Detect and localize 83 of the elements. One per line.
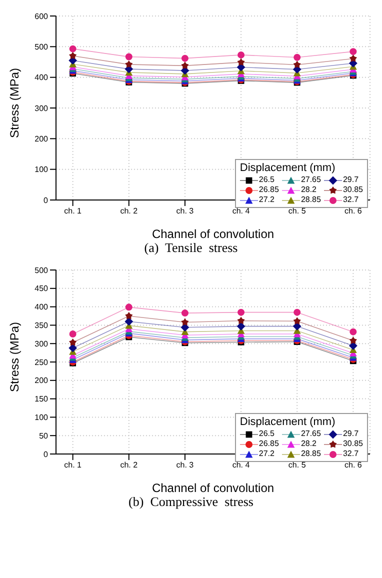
y-tick-label: 150	[34, 394, 49, 404]
legend-label: 32.7	[342, 449, 359, 459]
legend-label: 26.85	[258, 439, 279, 449]
point	[181, 318, 189, 326]
legend-label: 30.85	[342, 439, 363, 449]
point	[69, 338, 77, 346]
point	[124, 317, 134, 326]
y-tick-label: 400	[34, 73, 49, 82]
point	[125, 60, 133, 68]
legend-label: 27.65	[300, 429, 321, 439]
point	[125, 312, 133, 320]
point	[181, 62, 189, 69]
point	[68, 344, 78, 352]
text: (b) Compressive stress	[128, 494, 254, 510]
legend-label: 26.85	[258, 185, 279, 195]
x-tick-label: ch. 2	[120, 460, 138, 470]
legend-title: Displacement (mm)	[240, 416, 336, 428]
point	[125, 53, 132, 60]
point	[293, 60, 301, 68]
text: (a) Tensile stress	[143, 240, 239, 256]
point	[350, 48, 357, 56]
legend-label: 29.7	[342, 429, 359, 439]
y-tick-label: 100	[34, 165, 49, 174]
legend-label: 27.65	[300, 175, 321, 185]
point	[294, 54, 301, 61]
y-tick-label: 200	[34, 376, 49, 386]
point	[69, 52, 77, 60]
x-tick-label: ch. 3	[176, 206, 194, 216]
x-axis-title: Channel of convolution	[152, 481, 274, 495]
x-tick-label: ch. 4	[232, 206, 250, 216]
y-tick-label: 250	[34, 358, 49, 367]
y-tick-label: 450	[34, 284, 49, 294]
point	[236, 322, 246, 331]
y-tick-label: 600	[34, 12, 49, 21]
legend-label: 32.7	[342, 195, 359, 205]
point	[349, 54, 357, 62]
y-tick-label: 100	[34, 413, 49, 422]
point	[238, 51, 245, 58]
point	[238, 308, 245, 316]
legend-label: 29.7	[342, 175, 359, 185]
point	[181, 54, 188, 62]
legend-title: Displacement (mm)	[240, 162, 336, 174]
point	[125, 304, 132, 311]
x-tick-label: ch. 1	[64, 460, 82, 470]
legend-label: 28.2	[300, 185, 317, 195]
x-tick-label: ch. 3	[176, 460, 194, 470]
y-tick-label: 200	[34, 134, 49, 144]
legend-label: 27.2	[258, 449, 274, 459]
point	[69, 45, 76, 52]
y-axis-title: Stress (MPa)	[7, 68, 22, 138]
x-tick-label: ch. 6	[344, 206, 362, 216]
x-tick-label: ch. 1	[64, 206, 82, 216]
y-tick-label: 300	[34, 104, 49, 113]
x-axis-title: Channel of convolution	[152, 227, 274, 241]
legend-label: 27.2	[258, 195, 274, 205]
x-tick-label: ch. 5	[288, 460, 306, 470]
y-tick-label: 500	[34, 266, 49, 275]
x-tick-label: ch. 4	[232, 460, 250, 470]
legend-label: 28.85	[300, 449, 321, 459]
legend-label: 30.85	[342, 185, 363, 195]
point	[350, 328, 357, 336]
point	[294, 308, 301, 316]
x-tick-label: ch. 6	[344, 460, 362, 470]
y-tick-label: 350	[34, 321, 49, 330]
legend-label: 28.2	[300, 439, 317, 449]
point	[237, 58, 245, 66]
y-tick-label: 500	[34, 42, 49, 52]
legend-label: 28.85	[300, 195, 321, 205]
y-tick-label: 50	[39, 431, 49, 440]
point	[237, 316, 245, 324]
legend-label: 26.5	[258, 429, 274, 439]
x-tick-label: ch. 5	[288, 206, 306, 216]
y-tick-label: 0	[44, 450, 49, 459]
point	[69, 330, 76, 338]
y-axis-title: Stress (MPa)	[7, 322, 22, 392]
point	[181, 310, 188, 317]
y-tick-label: 300	[34, 339, 49, 348]
x-tick-label: ch. 2	[120, 206, 138, 216]
point	[349, 336, 357, 344]
y-tick-label: 400	[34, 302, 49, 312]
legend-label: 26.5	[258, 175, 274, 185]
point	[293, 317, 301, 324]
y-tick-label: 0	[44, 196, 49, 205]
